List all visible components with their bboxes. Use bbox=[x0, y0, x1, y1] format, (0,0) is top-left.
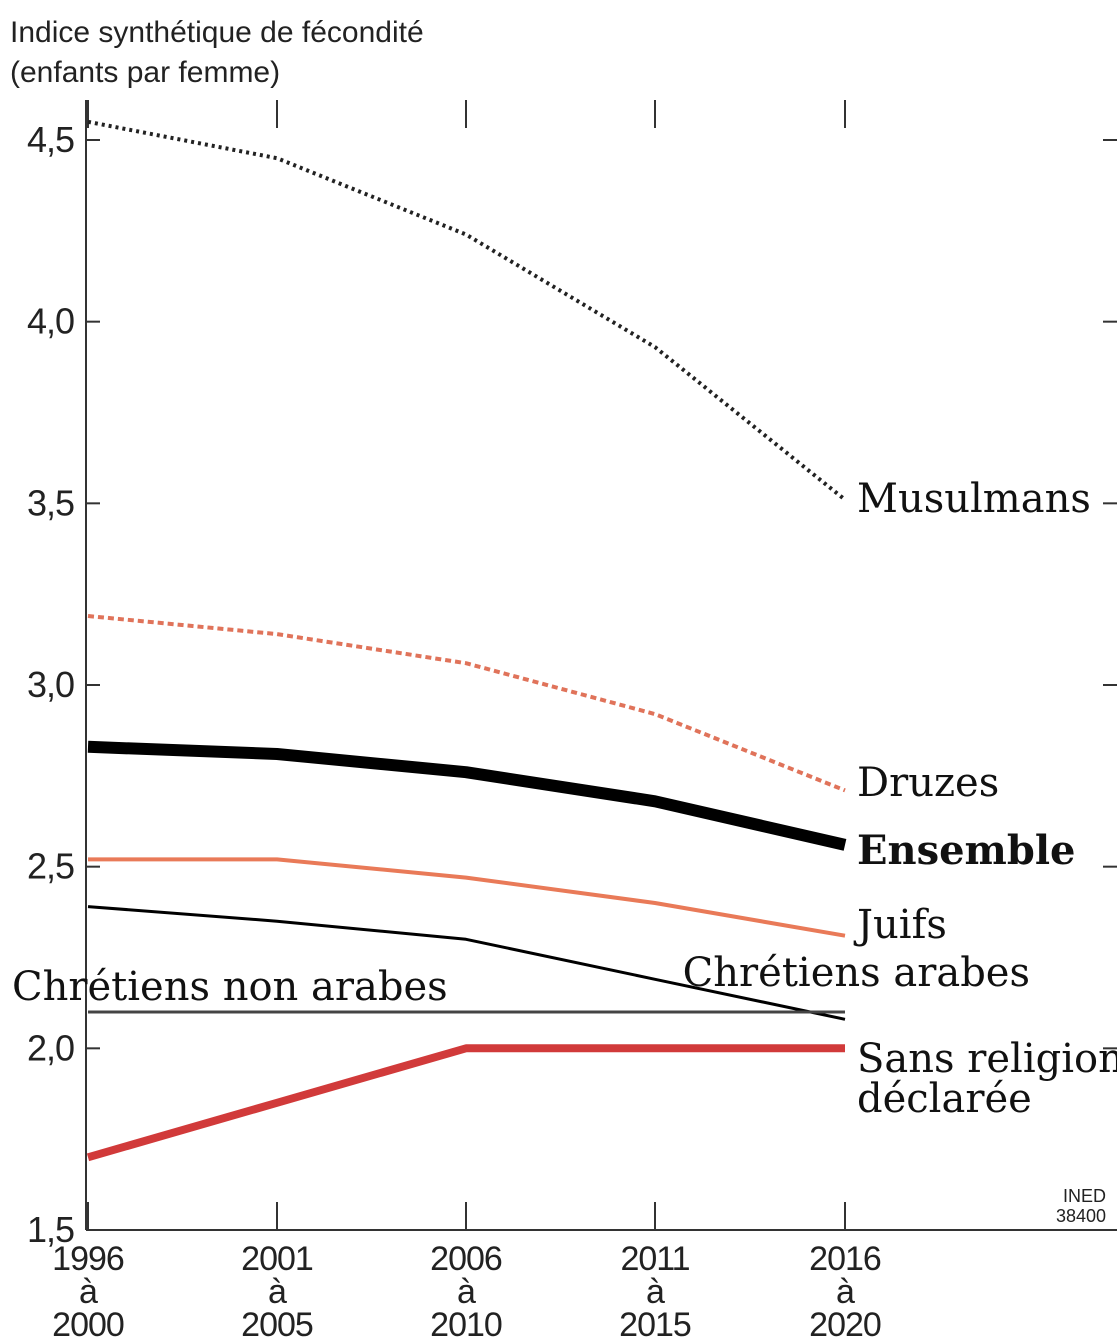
x-tick-label: 2011 bbox=[620, 1240, 689, 1278]
x-tick-label: à bbox=[457, 1273, 476, 1311]
x-axis-ticks: 1996à20002001à20052006à20102011à20152016… bbox=[52, 100, 882, 1342]
axes bbox=[85, 100, 1117, 1231]
y-tick-label: 1,5 bbox=[27, 1209, 74, 1250]
series-line-druzes bbox=[87, 614, 846, 793]
x-tick-label: 2001 bbox=[241, 1240, 313, 1278]
series-label-sans-religion-déclarée: déclarée bbox=[857, 1076, 1032, 1122]
series-lines bbox=[86, 119, 847, 1162]
series-line-sans-religion-déclarée bbox=[86, 1044, 845, 1162]
x-tick-label: à bbox=[79, 1273, 98, 1311]
x-tick-label: 2010 bbox=[430, 1306, 502, 1342]
y-tick-label: 2,0 bbox=[27, 1027, 74, 1068]
x-tick-label: 2005 bbox=[241, 1306, 313, 1342]
x-tick-label: 2016 bbox=[809, 1240, 881, 1278]
x-tick-label: à bbox=[646, 1273, 665, 1311]
series-line-ensemble bbox=[87, 740, 847, 851]
y-axis-label-line-2: (enfants par femme) bbox=[10, 56, 280, 89]
y-tick-label: 3,0 bbox=[27, 664, 74, 705]
y-axis-ticks: 1,5 2,0 2,5 3,0 3,5 4,0 4,5 bbox=[27, 119, 1117, 1250]
x-tick-label: 2000 bbox=[52, 1306, 124, 1342]
y-axis-label-line-1: Indice synthétique de fécondité bbox=[10, 16, 424, 49]
x-tick-label: 1996 bbox=[52, 1240, 124, 1278]
x-tick-label: à bbox=[836, 1273, 855, 1311]
series-label-druzes: Druzes bbox=[857, 760, 999, 806]
series-label-ensemble: Ensemble bbox=[857, 827, 1075, 874]
series-label-musulmans: Musulmans bbox=[857, 476, 1091, 522]
series-label-chrétiens-arabes: Chrétiens arabes bbox=[683, 950, 1030, 996]
series-label-juifs: Juifs bbox=[853, 902, 947, 948]
x-tick-label: à bbox=[268, 1273, 287, 1311]
series-label-sans-religion-déclarée: Sans religion bbox=[857, 1036, 1117, 1082]
y-tick-label: 3,5 bbox=[27, 482, 74, 523]
y-tick-label: 4,5 bbox=[27, 119, 74, 160]
y-tick-label: 4,0 bbox=[27, 301, 74, 342]
y-tick-label: 2,5 bbox=[27, 846, 74, 887]
series-line-musulmans bbox=[87, 119, 847, 502]
x-tick-label: 2020 bbox=[809, 1306, 881, 1342]
source-label-line-2: 38400 bbox=[1056, 1206, 1106, 1226]
x-tick-label: 2015 bbox=[619, 1306, 691, 1342]
series-line-juifs bbox=[88, 857, 846, 938]
series-label-chrétiens-non-arabes: Chrétiens non arabes bbox=[12, 964, 448, 1010]
source-label-line-1: INED bbox=[1063, 1186, 1106, 1206]
series-line-chrétiens-arabes bbox=[87, 905, 846, 1021]
x-tick-label: 2006 bbox=[430, 1240, 502, 1278]
